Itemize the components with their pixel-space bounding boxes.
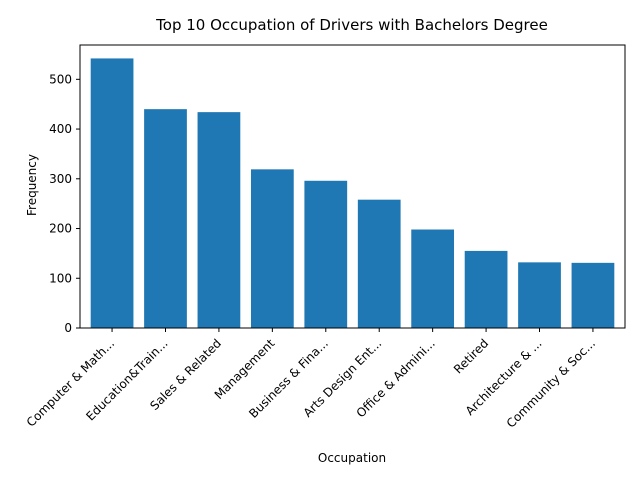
bar-6 — [411, 229, 455, 328]
bar-5 — [357, 199, 401, 328]
y-tick-label-2: 200 — [49, 222, 72, 236]
chart-title: Top 10 Occupation of Drivers with Bachel… — [155, 16, 548, 34]
bar-3 — [250, 169, 294, 328]
bar-2 — [197, 112, 241, 328]
y-tick-label-4: 400 — [49, 122, 72, 136]
y-axis: 0 100 200 300 400 500 — [49, 72, 80, 335]
bar-9 — [571, 262, 615, 328]
bar-8 — [518, 262, 561, 328]
bar-1 — [144, 109, 187, 328]
plot-frame — [79, 44, 626, 329]
x-tick-label-7: Retired — [451, 336, 491, 376]
y-tick-label-1: 100 — [49, 271, 72, 285]
bars-layer — [90, 58, 615, 329]
y-tick-label-5: 500 — [49, 72, 72, 86]
y-tick-label-3: 300 — [49, 172, 72, 186]
x-tick-label-9: Community & Soc... — [504, 336, 598, 430]
bar-0 — [90, 58, 134, 329]
y-axis-label: Frequency — [25, 154, 39, 216]
bar-7 — [464, 250, 508, 328]
bar-4 — [304, 180, 348, 328]
x-axis: Computer & Math...Education&Train...Sale… — [24, 328, 598, 431]
x-axis-label: Occupation — [318, 451, 386, 465]
x-tick-label-0: Computer & Math... — [24, 336, 117, 429]
y-tick-label-0: 0 — [64, 321, 72, 335]
